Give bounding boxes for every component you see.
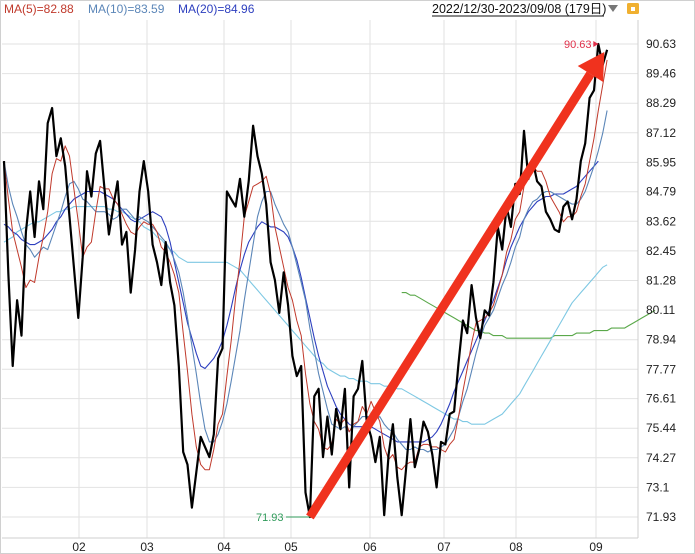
x-tick-label: 03	[140, 540, 154, 554]
trend-arrow-head	[577, 52, 605, 82]
lock-icon[interactable]	[627, 3, 639, 14]
y-tick-label: 87.12	[646, 126, 676, 140]
x-tick-label: 09	[589, 540, 603, 554]
legend-ma20: MA(20)=84.96	[178, 2, 255, 16]
y-axis: 90.63 89.46 88.29 87.12 85.95 84.79 83.62 82.45…	[646, 37, 676, 524]
y-tick-label: 89.46	[646, 67, 676, 81]
y-tick-label: 90.63	[646, 37, 676, 51]
x-tick-label: 07	[437, 540, 451, 554]
y-tick-label: 80.11	[646, 303, 675, 317]
x-axis: 02 03 04 05 06 07 08 09	[72, 540, 603, 554]
x-tick-label: 05	[284, 540, 298, 554]
y-tick-label: 81.28	[646, 274, 676, 288]
y-tick-label: 78.94	[646, 333, 676, 347]
legend-ma5: MA(5)=82.88	[4, 2, 74, 16]
y-tick-label: 76.61	[646, 392, 676, 406]
y-tick-label: 74.27	[646, 451, 676, 465]
trend-arrow-shaft	[306, 71, 595, 520]
y-tick-label: 77.77	[646, 362, 676, 376]
y-tick-label: 83.62	[646, 214, 676, 228]
high-marker-arrow	[593, 41, 599, 47]
low-value-label: 71.93	[256, 512, 284, 524]
y-tick-label: 71.93	[646, 510, 676, 524]
y-tick-label: 84.79	[646, 185, 676, 199]
y-tick-label: 75.44	[646, 421, 676, 435]
legend-ma10: MA(10)=83.59	[88, 2, 165, 16]
series-line-ma10	[3, 110, 608, 453]
annotations: 90.63 71.93	[256, 39, 599, 524]
date-range-label[interactable]: 2022/12/30-2023/09/08 (179日)	[432, 2, 606, 16]
y-tick-label: 73.1	[646, 480, 670, 494]
x-tick-label: 02	[72, 540, 86, 554]
x-tick-label: 06	[363, 540, 377, 554]
x-tick-label: 08	[509, 540, 523, 554]
y-tick-label: 82.45	[646, 244, 676, 258]
y-tick-label: 88.29	[646, 96, 676, 110]
y-tick-label: 85.95	[646, 155, 676, 169]
grid	[2, 20, 639, 539]
trend-arrow	[306, 52, 605, 520]
series-line-ma60	[3, 206, 608, 425]
triangle-down-icon[interactable]	[608, 5, 618, 12]
high-value-label: 90.63	[564, 39, 592, 51]
x-tick-label: 04	[217, 540, 231, 554]
